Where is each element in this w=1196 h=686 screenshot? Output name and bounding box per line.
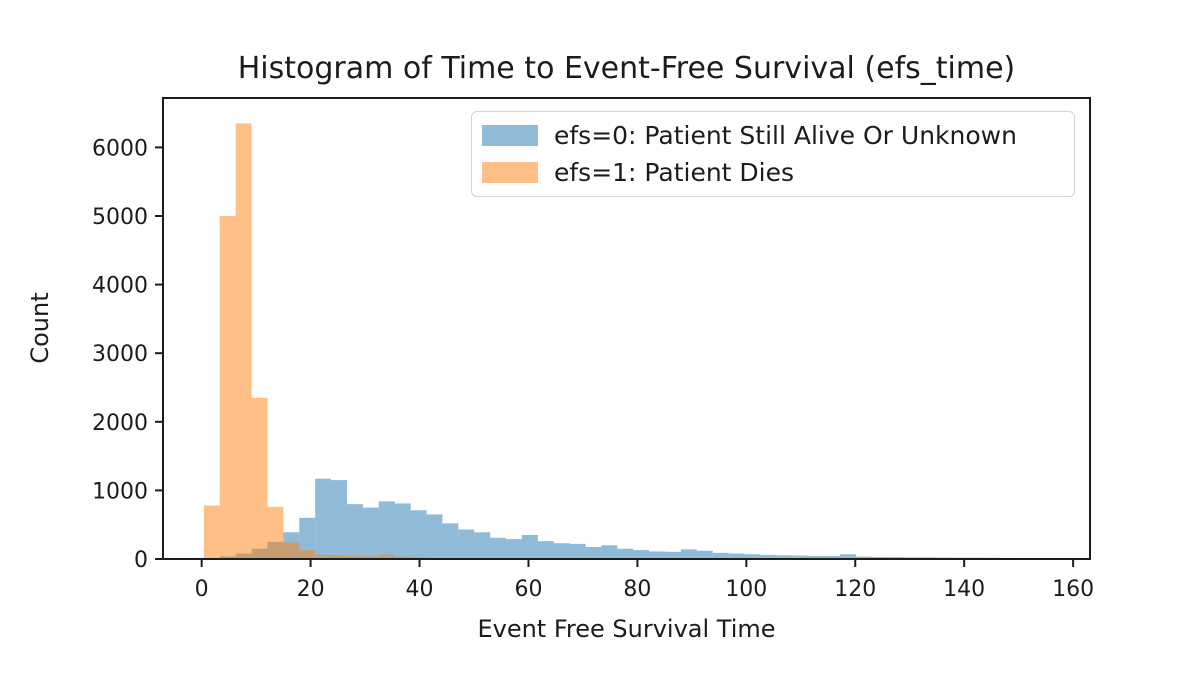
svg-text:120: 120 [834, 577, 876, 602]
svg-text:40: 40 [406, 577, 434, 602]
legend-label-efs0: efs=0: Patient Still Alive Or Unknown [554, 120, 1017, 150]
svg-text:100: 100 [725, 577, 767, 602]
legend-swatch-efs0-icon [482, 124, 538, 146]
legend-label-efs1: efs=1: Patient Dies [554, 158, 795, 188]
svg-text:3000: 3000 [92, 342, 148, 367]
y-axis-label: Count [26, 292, 54, 364]
svg-text:20: 20 [297, 577, 325, 602]
series-bars-efs1 [203, 123, 522, 560]
svg-text:1000: 1000 [92, 479, 148, 504]
svg-text:5000: 5000 [92, 205, 148, 230]
svg-text:0: 0 [134, 548, 148, 573]
svg-text:6000: 6000 [92, 136, 148, 161]
svg-text:60: 60 [514, 577, 542, 602]
legend-swatch-efs1-icon [482, 162, 538, 184]
chart-title: Histogram of Time to Event-Free Survival… [237, 51, 1016, 86]
x-axis-label: Event Free Survival Time [477, 615, 776, 643]
svg-text:80: 80 [623, 577, 651, 602]
svg-text:0: 0 [195, 577, 209, 602]
svg-text:2000: 2000 [92, 411, 148, 436]
legend-row-efs1: efs=1: Patient Dies [482, 158, 1074, 187]
svg-text:4000: 4000 [92, 274, 148, 299]
svg-text:160: 160 [1052, 577, 1094, 602]
series-bars-efs0 [203, 478, 1015, 560]
svg-text:140: 140 [943, 577, 985, 602]
x-axis-ticks: 0 20 40 60 80 100 120 140 160 [195, 559, 1094, 602]
y-axis-ticks: 0 1000 2000 3000 4000 5000 6000 [92, 136, 163, 573]
legend: efs=0: Patient Still Alive Or Unknown ef… [471, 111, 1075, 197]
plot-border [162, 97, 1091, 560]
legend-row-efs0: efs=0: Patient Still Alive Or Unknown [482, 121, 1074, 150]
